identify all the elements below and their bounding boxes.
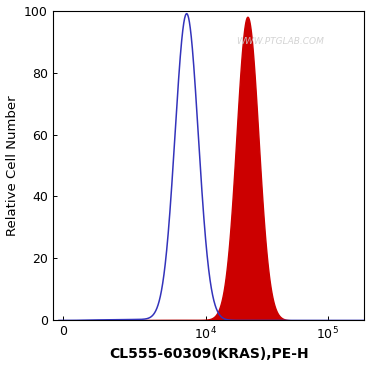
Y-axis label: Relative Cell Number: Relative Cell Number (6, 95, 18, 236)
Text: WWW.PTGLAB.COM: WWW.PTGLAB.COM (236, 37, 324, 46)
X-axis label: CL555-60309(KRAS),PE-H: CL555-60309(KRAS),PE-H (109, 348, 309, 361)
